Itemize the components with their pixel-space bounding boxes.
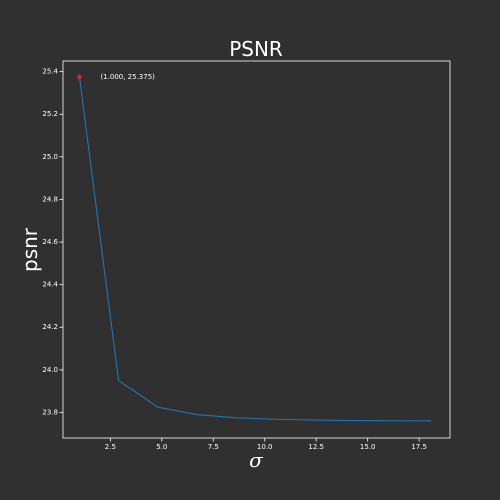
x-tick-label: 7.5: [208, 443, 219, 451]
annotations: (1.000, 25.375): [77, 73, 155, 81]
y-tick-label: 23.8: [42, 408, 58, 416]
chart-title: PSNR: [229, 37, 283, 61]
x-tick-label: 17.5: [411, 443, 427, 451]
x-tick-label: 5.0: [156, 443, 167, 451]
x-tick-label: 12.5: [308, 443, 324, 451]
y-tick-label: 25.2: [42, 110, 58, 118]
y-tick-label: 25.4: [42, 68, 58, 76]
series-line: [78, 76, 432, 422]
y-tick-label: 24.6: [42, 238, 58, 246]
x-tick-label: 2.5: [105, 443, 116, 451]
y-axis-label: psnr: [18, 227, 42, 272]
y-tick-label: 24.8: [42, 195, 58, 203]
y-tick-label: 24.2: [42, 323, 58, 331]
x-tick-label: 10.0: [257, 443, 273, 451]
plot-frame: [62, 60, 451, 439]
x-axis-ticks: 2.5 5.0 7.5 10.0 12.5 15.0 17.5: [105, 438, 427, 451]
x-tick-label: 15.0: [360, 443, 376, 451]
max-point-annotation: (1.000, 25.375): [100, 73, 155, 81]
axes: [62, 60, 451, 439]
y-axis-ticks: 23.8 24.0 24.2 24.4 24.6 24.8 25.0 25.2 25.4: [42, 68, 63, 416]
x-axis-label: σ: [249, 448, 264, 472]
max-point-marker: [77, 74, 82, 80]
y-tick-label: 25.0: [42, 153, 58, 161]
series-lines: [78, 76, 432, 422]
y-tick-label: 24.0: [42, 366, 58, 374]
y-tick-label: 24.4: [42, 281, 58, 289]
